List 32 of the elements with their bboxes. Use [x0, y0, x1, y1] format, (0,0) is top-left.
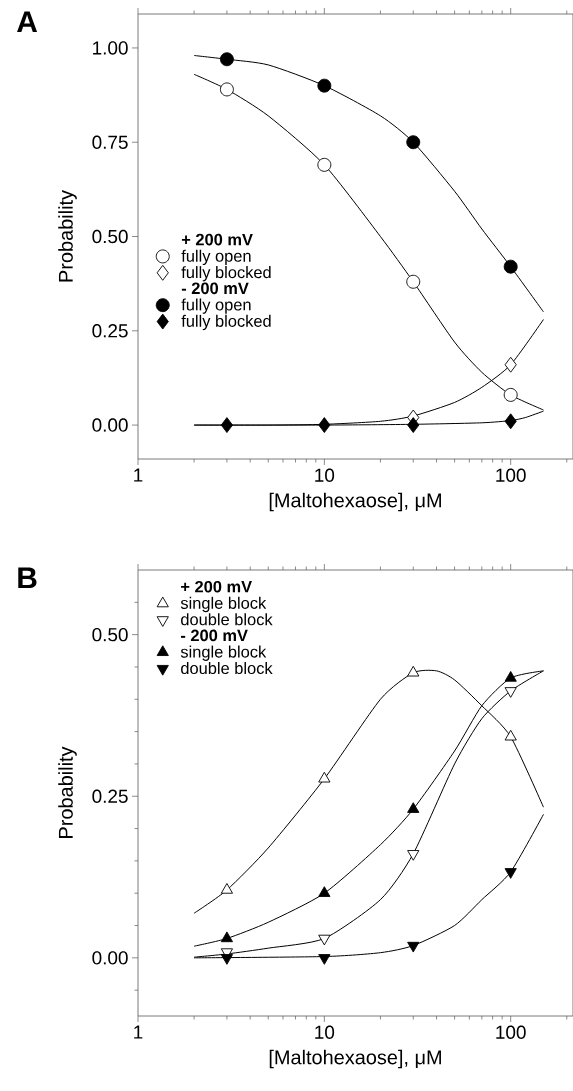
y-tick-label: 0.25 [92, 324, 128, 338]
legend-label: fully blocked [181, 314, 271, 331]
legend-label: fully open [181, 298, 251, 314]
y-tick-label: 0.00 [92, 951, 128, 965]
chart-title: B [18, 567, 37, 589]
x-tick-label: 10 [315, 468, 335, 482]
x-axis-title: [Maltohexaose], μM [269, 1049, 441, 1069]
x-tick-label: 100 [496, 1025, 526, 1039]
y-tick-label: 1.00 [93, 41, 128, 55]
x-tick-label: 1 [134, 1025, 143, 1039]
legend-label: single block [180, 596, 267, 613]
x-tick-label: 10 [315, 1025, 335, 1039]
annotation: - 200 mV [181, 629, 248, 642]
legend-label: fully blocked [181, 266, 271, 282]
legend-label: double block [181, 661, 273, 675]
y-axis-title: Probability [58, 190, 77, 282]
annotation: + 200 mV [181, 580, 252, 593]
x-axis-title: [Maltohexaose], μM [269, 492, 441, 512]
y-tick-label: 0.50 [92, 229, 128, 244]
legend-label: double block [181, 613, 273, 626]
y-axis-title: Probability [58, 746, 77, 838]
y-tick-label: 0.75 [92, 135, 128, 149]
x-tick-label: 1 [134, 468, 143, 482]
chart-title: A [17, 11, 38, 33]
y-tick-label: 0.50 [92, 627, 128, 642]
annotation: - 200 mV [181, 282, 249, 295]
legend-label: fully open [181, 249, 251, 266]
y-tick-label: 0.25 [92, 789, 128, 803]
x-tick-label: 100 [496, 468, 526, 482]
annotation: + 200 mV [181, 233, 253, 246]
legend-label: single block [180, 645, 267, 661]
y-tick-label: 0.00 [92, 418, 128, 432]
